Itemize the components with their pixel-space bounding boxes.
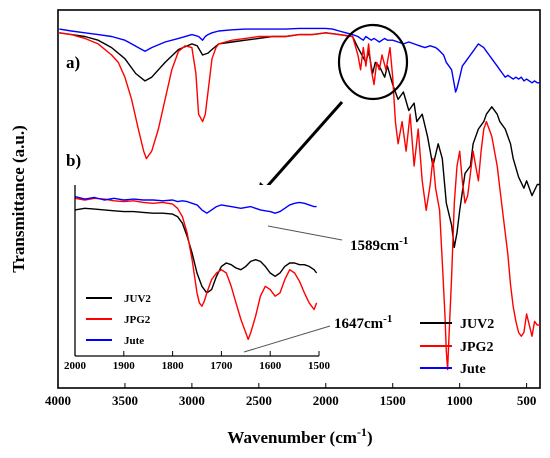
- main-x-tick-label: 4000: [45, 393, 71, 408]
- main-x-tick-label: 500: [517, 393, 537, 408]
- main-legend: JUV2 JPG2 Jute: [420, 317, 494, 377]
- annotation-1589-sup: -1: [399, 235, 408, 247]
- panel-label-a: a): [66, 53, 80, 72]
- main-x-tick-label: 1000: [447, 393, 473, 408]
- inset-legend-label-jute: Jute: [124, 335, 144, 347]
- legend-label-jute: Jute: [460, 362, 486, 377]
- inset-x-tick-label: 1800: [162, 360, 185, 372]
- annotation-1647: 1647cm-1: [334, 313, 392, 332]
- inset-legend: JUV2 JPG2 Jute: [86, 293, 151, 347]
- annotation-1647-text: 1647cm: [334, 316, 384, 332]
- main-plot-frame: [57, 9, 541, 389]
- inset-x-tick-label: 1600: [259, 360, 282, 372]
- inset-legend-label-jpg2: JPG2: [124, 314, 151, 326]
- inset-x-tick-label: 2000: [64, 360, 87, 372]
- x-axis-label-close: ): [367, 428, 373, 447]
- main-x-tick-label: 2000: [313, 393, 339, 408]
- main-x-tick-label: 3000: [179, 393, 205, 408]
- x-axis-label-text: Wavenumber (cm: [227, 428, 357, 447]
- main-series-jpg2: [59, 32, 540, 371]
- annotation-leader-1589: [267, 225, 343, 241]
- annotation-1589: 1589cm-1: [350, 235, 408, 254]
- main-series-jute: [59, 27, 540, 93]
- x-axis-label-sup: -1: [357, 425, 367, 439]
- main-x-tick-label: 1500: [380, 393, 406, 408]
- panel-label-b: b): [66, 151, 81, 170]
- inset-x-tick-label: 1900: [113, 360, 136, 372]
- y-axis-label: Transmittance (a.u.): [9, 125, 28, 272]
- inset-series-jute: [74, 195, 317, 214]
- annotation-leader-1647: [243, 325, 331, 353]
- legend-label-jpg2: JPG2: [460, 340, 493, 355]
- annotation-1647-sup: -1: [383, 313, 392, 325]
- main-x-axis: 4000 3500 3000 2500 2000 1500 1000 500: [45, 383, 536, 408]
- inset-x-tick-label: 1700: [210, 360, 233, 372]
- inset-legend-label-juv2: JUV2: [124, 293, 151, 305]
- main-x-tick-label: 3500: [112, 393, 138, 408]
- inset-x-tick-label: 1500: [308, 360, 331, 372]
- inset-x-axis: 2000 1900 1800 1700 1600 1500: [64, 351, 331, 372]
- annotation-1589-text: 1589cm: [350, 238, 400, 254]
- legend-label-juv2: JUV2: [460, 317, 494, 332]
- inset-series-jpg2: [74, 197, 318, 341]
- main-series-juv2: [59, 32, 540, 249]
- main-x-tick-label: 2500: [246, 393, 272, 408]
- x-axis-label: Wavenumber (cm-1): [227, 425, 372, 447]
- zoom-arrow-shaft: [262, 101, 344, 191]
- highlight-circle: [337, 23, 409, 101]
- inset-series-juv2: [74, 207, 318, 294]
- inset-series-group: [74, 195, 318, 341]
